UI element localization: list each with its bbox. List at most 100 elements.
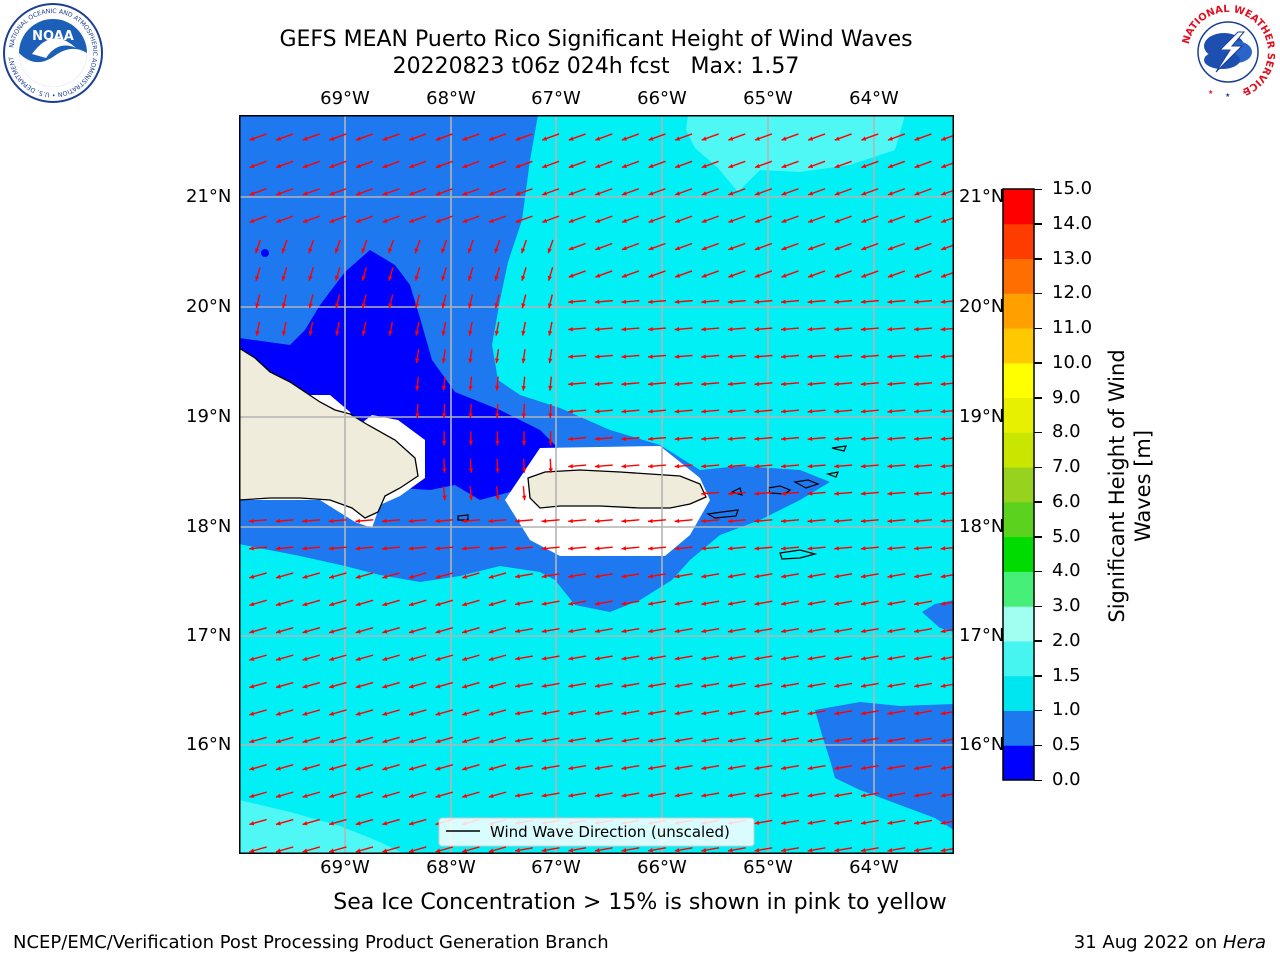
wave-arrow-head xyxy=(754,793,760,798)
wave-arrow-head xyxy=(488,136,494,141)
lat-label: 16°N xyxy=(959,734,1005,755)
wave-arrow-head xyxy=(568,299,573,304)
wave-arrow-head xyxy=(807,409,813,414)
wave-arrow-head xyxy=(462,218,468,223)
wave-arrow-head xyxy=(621,574,627,579)
wave-arrow-head xyxy=(940,683,946,688)
wave-arrow-head xyxy=(355,574,361,579)
wave-arrow-head xyxy=(887,656,893,661)
wave-arrow-head xyxy=(414,303,420,309)
wave-arrow-head xyxy=(834,738,840,743)
wave-arrow-head xyxy=(568,191,574,196)
wave-arrow-head xyxy=(807,546,813,551)
wave-arrow-head xyxy=(382,191,388,196)
wave-arrow-head xyxy=(754,820,760,825)
wave-arrow-head xyxy=(781,464,786,469)
wave-arrow-head xyxy=(382,518,387,524)
wave-arrow-head xyxy=(249,821,255,826)
wave-arrow-head xyxy=(361,303,366,309)
wave-arrow-head xyxy=(834,136,840,141)
wave-arrow-head xyxy=(382,136,388,141)
wave-arrow-head xyxy=(728,163,734,168)
wave-arrow-head xyxy=(940,546,946,551)
colorbar-tick-label: 5.0 xyxy=(1052,525,1081,547)
wave-arrow-head xyxy=(701,628,707,634)
wave-arrow-head xyxy=(328,546,334,551)
wave-arrow-head xyxy=(914,191,920,196)
colorbar-bin xyxy=(1003,189,1034,225)
wave-arrow-head xyxy=(648,381,653,387)
sea-1.5-2m-southwest xyxy=(239,800,405,854)
wave-arrow-head xyxy=(701,327,706,332)
wave-arrow-head xyxy=(781,738,786,743)
land-hispaniola xyxy=(239,347,419,519)
wave-arrow-head xyxy=(754,738,760,743)
wave-arrow-head xyxy=(887,518,893,524)
wave-arrow-head xyxy=(515,191,521,196)
wave-arrow-head xyxy=(834,518,839,524)
wave-arrow-head xyxy=(408,793,414,798)
lon-label: 68°W xyxy=(426,857,476,878)
wave-arrow-head xyxy=(488,711,494,716)
wave-arrow-head xyxy=(595,191,601,196)
wave-arrow-head xyxy=(388,248,393,254)
wave-arrow-head xyxy=(541,711,547,716)
wave-arrow-head xyxy=(860,299,866,304)
wave-arrow-head xyxy=(382,574,388,579)
wave-arrow-head xyxy=(914,711,919,716)
wave-arrow-head xyxy=(355,793,361,798)
wave-arrow-head xyxy=(515,765,520,771)
colorbar-bin xyxy=(1003,362,1034,399)
wave-arrow-head xyxy=(382,684,388,689)
wave-arrow-head xyxy=(515,601,520,606)
wave-arrow-head xyxy=(940,738,946,743)
wave-arrow-head xyxy=(887,464,893,469)
wave-arrow-head xyxy=(914,656,919,661)
wave-arrow-head xyxy=(727,546,733,551)
wave-arrow-head xyxy=(834,546,839,551)
wave-arrow-head xyxy=(329,191,335,196)
wave-arrow-head xyxy=(621,246,627,251)
wave-arrow-head xyxy=(547,275,552,281)
wave-arrow-head xyxy=(461,518,467,524)
wave-arrow-head xyxy=(467,248,473,254)
lat-label: 18°N xyxy=(959,516,1005,537)
wave-arrow-head xyxy=(754,136,760,141)
wave-arrow-head xyxy=(860,491,866,496)
wave-arrow-head xyxy=(548,385,553,391)
wave-arrow-head xyxy=(442,495,447,501)
colorbar-bin xyxy=(1003,501,1034,538)
wave-arrow-head xyxy=(781,354,786,359)
sea-ice-caption: Sea Ice Concentration > 15% is shown in … xyxy=(0,890,1280,915)
wave-arrow-head xyxy=(515,711,520,716)
lat-label: 19°N xyxy=(959,406,1005,427)
wave-arrow-head xyxy=(488,191,494,196)
lat-label: 18°N xyxy=(186,516,232,537)
wave-arrow-head xyxy=(727,738,733,743)
colorbar-bin xyxy=(1003,397,1034,433)
wave-arrow-head xyxy=(674,711,680,716)
wave-arrow-head xyxy=(541,601,547,606)
wave-arrow-head xyxy=(594,518,600,524)
wave-arrow-head xyxy=(568,136,574,141)
lon-label: 66°W xyxy=(637,857,687,878)
wave-arrow-head xyxy=(674,601,680,606)
wave-arrow-head xyxy=(648,656,653,661)
wave-arrow-head xyxy=(521,275,526,281)
wave-arrow-head xyxy=(807,436,813,441)
wave-arrow-head xyxy=(382,848,388,853)
wave-arrow-head xyxy=(435,518,440,524)
wave-arrow-head xyxy=(594,546,600,551)
wave-arrow-head xyxy=(568,436,573,441)
wave-arrow-head xyxy=(807,738,813,743)
wave-arrow-head xyxy=(355,601,361,607)
sea-ice-caption-text: Sea Ice Concentration > 15% is shown in … xyxy=(333,890,947,915)
wave-arrow-head xyxy=(887,327,893,332)
wave-arrow-head xyxy=(547,330,553,336)
wave-arrow-head xyxy=(860,738,866,743)
wave-arrow-head xyxy=(382,218,388,223)
wave-arrow-head xyxy=(548,358,553,364)
wave-arrow-head xyxy=(568,793,574,798)
wave-arrow-head xyxy=(781,601,786,606)
wave-arrow-head xyxy=(807,628,813,634)
